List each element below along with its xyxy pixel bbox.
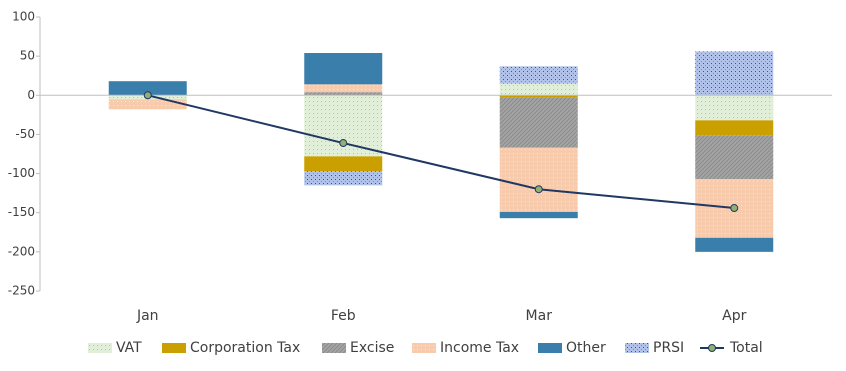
legend-swatch — [708, 344, 716, 352]
bar-segment — [304, 92, 383, 96]
bar-segment — [304, 171, 383, 186]
legend-swatch — [322, 343, 346, 353]
legend-label: Excise — [350, 340, 394, 356]
legend-label: Total — [729, 340, 763, 356]
y-tick-label: 0 — [27, 88, 35, 102]
y-tick-label: 100 — [12, 10, 35, 24]
legend-swatch — [412, 343, 436, 353]
legend-swatch — [162, 343, 186, 353]
total-marker — [339, 139, 348, 148]
bar-segment — [695, 95, 774, 121]
total-marker — [534, 185, 543, 194]
bar-segment — [108, 81, 187, 96]
bar-segment — [499, 147, 578, 212]
bar-segment — [304, 95, 383, 157]
x-tick-label: Jan — [136, 308, 159, 324]
bar-segment — [108, 99, 187, 110]
total-marker — [730, 204, 739, 213]
bar-segment — [695, 135, 774, 180]
y-tick-label: -250 — [8, 284, 35, 298]
bar-segment — [499, 97, 578, 148]
x-tick-label: Feb — [331, 308, 356, 324]
y-tick-label: -100 — [8, 166, 35, 180]
legend-label: PRSI — [653, 340, 684, 356]
bar-segment — [499, 211, 578, 219]
legend-label: Other — [566, 340, 606, 356]
y-tick-label: -50 — [15, 127, 35, 141]
bar-segment — [304, 156, 383, 172]
y-tick-label: -200 — [8, 244, 35, 258]
legend-swatch — [538, 343, 562, 353]
bar-segment — [695, 51, 774, 96]
bar-segment — [499, 95, 578, 98]
legend-label: VAT — [116, 340, 142, 356]
bar-segment — [499, 83, 578, 96]
x-tick-label: Mar — [526, 308, 553, 324]
y-tick-label: -150 — [8, 205, 35, 219]
total-line — [147, 94, 735, 210]
bar-segment — [695, 120, 774, 136]
bar-segment — [695, 237, 774, 252]
bar-segment — [499, 66, 578, 84]
legend-label: Income Tax — [440, 340, 519, 356]
y-tick-label: 50 — [20, 49, 35, 63]
legend-swatch — [88, 343, 112, 353]
bar-segment — [304, 53, 383, 85]
legend-swatch — [625, 343, 649, 353]
bar-segment — [304, 84, 383, 93]
legend-label: Corporation Tax — [190, 340, 300, 356]
total-marker — [143, 91, 152, 100]
x-tick-label: Apr — [722, 308, 746, 324]
